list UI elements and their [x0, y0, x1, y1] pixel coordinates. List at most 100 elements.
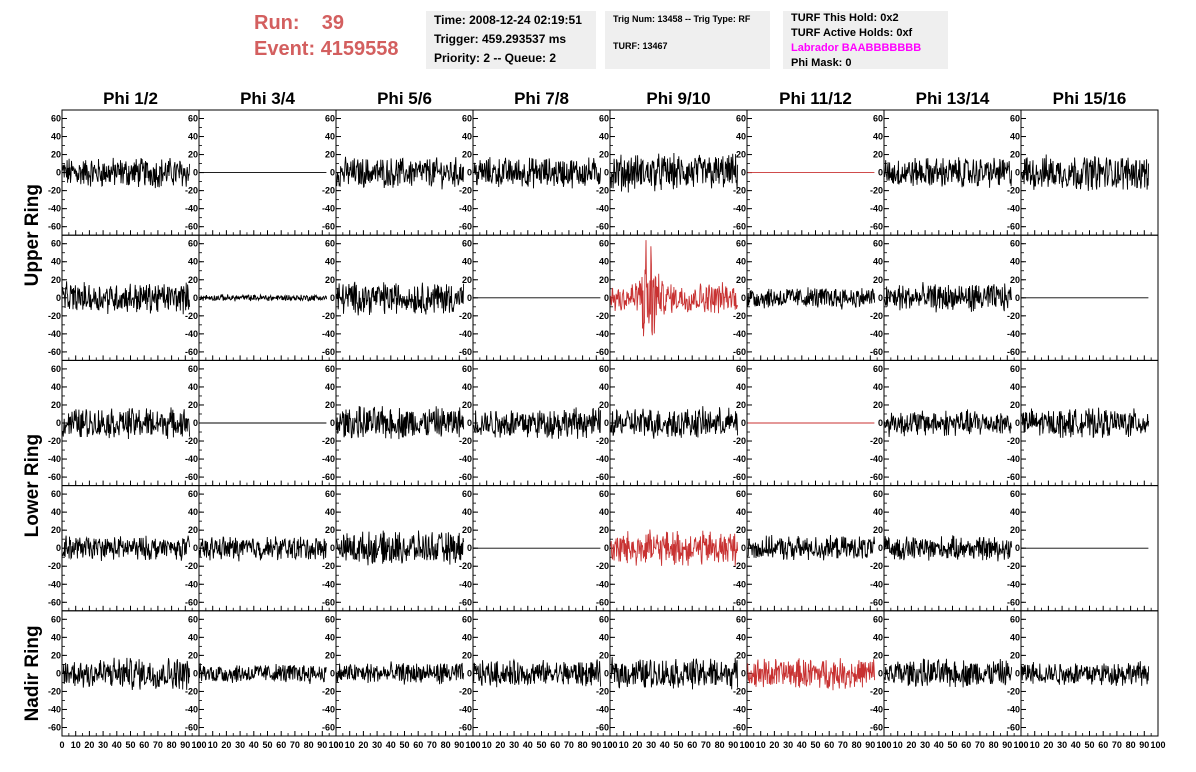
y-tick-label: 20 — [462, 400, 472, 410]
y-tick-label: 20 — [873, 275, 883, 285]
panel-frame — [1020, 109, 1159, 236]
x-tick-label: 0 — [744, 740, 749, 750]
y-tick-label: -40 — [1007, 579, 1020, 589]
ring-title: Lower Ring — [22, 434, 43, 537]
y-tick-label: 20 — [188, 650, 198, 660]
waveform-trace — [199, 293, 328, 302]
column-title: Phi 5/6 — [377, 89, 432, 108]
x-tick-label: 80 — [578, 740, 588, 750]
y-tick-label: 20 — [188, 400, 198, 410]
waveform-trace — [884, 282, 1013, 313]
y-tick-label: 20 — [736, 400, 746, 410]
y-tick-label: 20 — [1010, 650, 1020, 660]
y-tick-label: 20 — [462, 150, 472, 160]
waveform-trace — [884, 409, 1013, 438]
trigger-text: Trigger: 459.293537 ms — [434, 32, 567, 46]
waveform-trace — [610, 152, 739, 193]
x-tick-label: 70 — [564, 740, 574, 750]
y-tick-label: 40 — [325, 257, 335, 267]
waveform-trace — [473, 407, 602, 439]
y-tick-label: 0 — [193, 543, 198, 553]
x-tick-label: 40 — [112, 740, 122, 750]
y-tick-label: 20 — [599, 650, 609, 660]
y-tick-label: 40 — [1010, 257, 1020, 267]
y-tick-label: -60 — [459, 472, 472, 482]
x-tick-label: 90 — [317, 740, 327, 750]
y-tick-label: 20 — [1010, 525, 1020, 535]
x-tick-label: 100 — [739, 740, 754, 750]
x-tick-label: 70 — [290, 740, 300, 750]
y-tick-label: -40 — [870, 329, 883, 339]
x-tick-label: 90 — [1139, 740, 1149, 750]
y-tick-label: -20 — [596, 686, 609, 696]
y-tick-label: -20 — [459, 436, 472, 446]
y-tick-label: 40 — [462, 132, 472, 142]
y-tick-label: -20 — [1007, 686, 1020, 696]
y-tick-label: 20 — [736, 525, 746, 535]
y-tick-label: 20 — [325, 150, 335, 160]
y-tick-label: -40 — [185, 579, 198, 589]
y-tick-label: -40 — [48, 579, 61, 589]
y-tick-label: 0 — [56, 293, 61, 303]
y-tick-label: -40 — [48, 454, 61, 464]
y-tick-label: -20 — [459, 561, 472, 571]
y-tick-label: 0 — [741, 418, 746, 428]
y-tick-label: 60 — [736, 239, 746, 249]
y-tick-label: 40 — [736, 632, 746, 642]
x-tick-label: 10 — [893, 740, 903, 750]
y-tick-label: -20 — [733, 561, 746, 571]
y-tick-label: -60 — [1007, 597, 1020, 607]
y-tick-label: -60 — [459, 347, 472, 357]
waveform-trace — [473, 658, 602, 688]
y-tick-label: 20 — [599, 150, 609, 160]
y-tick-label: -40 — [870, 454, 883, 464]
y-tick-label: -40 — [733, 204, 746, 214]
panel-frame — [198, 234, 337, 361]
y-tick-label: 20 — [188, 275, 198, 285]
y-tick-label: 20 — [325, 525, 335, 535]
waveform-trace — [1021, 407, 1150, 438]
priority-text: Priority: 2 -- Queue: 2 — [434, 51, 557, 65]
y-tick-label: 60 — [599, 364, 609, 374]
waveform-trace — [884, 535, 1013, 562]
x-tick-label: 90 — [180, 740, 190, 750]
waveform-trace — [747, 287, 876, 310]
y-tick-label: 40 — [462, 507, 472, 517]
y-tick-label: -20 — [48, 436, 61, 446]
trig-num-text: Trig Num: 13458 -- Trig Type: RF — [613, 14, 751, 24]
y-tick-label: 20 — [599, 400, 609, 410]
y-tick-label: 40 — [462, 257, 472, 267]
x-tick-label: 90 — [454, 740, 464, 750]
y-tick-label: -40 — [733, 329, 746, 339]
x-tick-label: 100 — [602, 740, 617, 750]
y-tick-label: 60 — [188, 614, 198, 624]
y-tick-label: 20 — [1010, 150, 1020, 160]
y-tick-label: -60 — [322, 222, 335, 232]
x-tick-label: 90 — [865, 740, 875, 750]
y-tick-label: 0 — [330, 543, 335, 553]
x-tick-label: 100 — [328, 740, 343, 750]
x-tick-label: 80 — [441, 740, 451, 750]
y-tick-label: -60 — [48, 722, 61, 732]
y-tick-label: -60 — [322, 472, 335, 482]
x-tick-label: 80 — [852, 740, 862, 750]
y-tick-label: 0 — [1015, 293, 1020, 303]
y-tick-label: 60 — [462, 364, 472, 374]
y-tick-label: -40 — [733, 454, 746, 464]
waveform-trace — [62, 657, 191, 691]
x-tick-label: 0 — [470, 740, 475, 750]
y-tick-label: 0 — [330, 168, 335, 178]
y-tick-label: -20 — [596, 311, 609, 321]
y-tick-label: -40 — [1007, 204, 1020, 214]
turf-active-holds-text: TURF Active Holds: 0xf — [791, 27, 913, 39]
x-tick-label: 0 — [59, 740, 64, 750]
y-tick-label: 40 — [736, 382, 746, 392]
y-tick-label: 60 — [599, 114, 609, 124]
y-tick-label: 60 — [873, 614, 883, 624]
y-tick-label: -40 — [1007, 704, 1020, 714]
y-tick-label: -60 — [870, 722, 883, 732]
x-tick-label: 10 — [208, 740, 218, 750]
y-tick-label: -60 — [48, 222, 61, 232]
y-tick-label: 60 — [51, 114, 61, 124]
x-tick-label: 10 — [71, 740, 81, 750]
